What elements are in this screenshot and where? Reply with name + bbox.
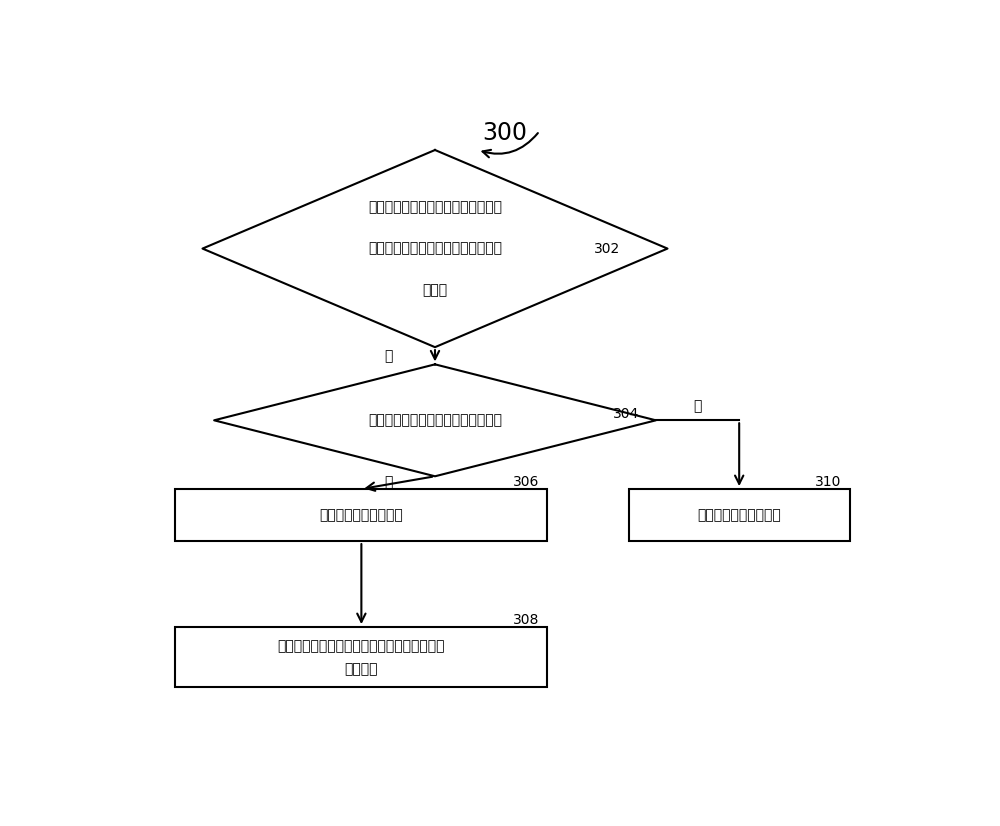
Bar bbox=[629, 489, 850, 541]
Text: 304: 304 bbox=[613, 407, 640, 421]
Text: 否: 否 bbox=[384, 476, 393, 490]
Text: 300: 300 bbox=[482, 121, 527, 145]
Text: 是: 是 bbox=[384, 349, 393, 363]
Text: 确认潜在融合基因是否满足去除条件: 确认潜在融合基因是否满足去除条件 bbox=[368, 413, 502, 427]
Text: 读长的数量是否大于或者等于第二预: 读长的数量是否大于或者等于第二预 bbox=[368, 241, 502, 255]
Bar bbox=[175, 489, 547, 541]
Text: 是: 是 bbox=[693, 399, 702, 413]
Text: 306: 306 bbox=[512, 475, 539, 489]
Polygon shape bbox=[214, 364, 656, 477]
Text: 去除该潜在的融合基因: 去除该潜在的融合基因 bbox=[697, 508, 781, 522]
Text: 确定所留下的潜在的融合基因为可靠的潜在的: 确定所留下的潜在的融合基因为可靠的潜在的 bbox=[278, 638, 445, 653]
Text: 留下该潜在的融合基因: 留下该潜在的融合基因 bbox=[320, 508, 403, 522]
Text: 310: 310 bbox=[815, 475, 841, 489]
Text: 308: 308 bbox=[512, 613, 539, 627]
Text: 302: 302 bbox=[594, 241, 620, 255]
Polygon shape bbox=[203, 150, 668, 347]
Bar bbox=[175, 627, 547, 687]
Text: 确定潜在支持簇所包括的成对的失调: 确定潜在支持簇所包括的成对的失调 bbox=[368, 200, 502, 214]
Text: 定对数: 定对数 bbox=[422, 283, 448, 297]
Text: 融合基因: 融合基因 bbox=[345, 662, 378, 676]
